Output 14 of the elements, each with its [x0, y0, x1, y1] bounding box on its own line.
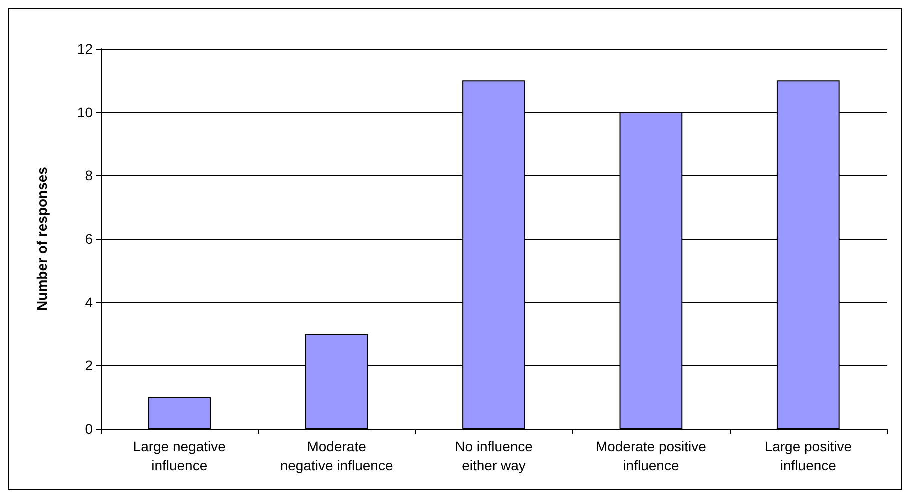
x-tick-label: Large positive influence	[764, 438, 852, 474]
y-tick-label: 0	[85, 421, 94, 437]
y-tick-label: 8	[85, 168, 94, 184]
x-tick-label: No influence either way	[455, 438, 534, 474]
x-tick-label: Moderate positive influence	[596, 438, 707, 474]
y-tick-label: 10	[77, 104, 94, 120]
bar	[148, 397, 212, 429]
x-tick-label: Large negative influence	[133, 438, 226, 474]
y-tick-label: 2	[85, 358, 94, 374]
x-tick-label: Moderate negative influence	[280, 438, 394, 474]
y-tick-label: 6	[85, 231, 94, 247]
y-axis-title: Number of responses	[34, 166, 50, 311]
y-tick-label: 4	[85, 294, 94, 310]
y-tick-label: 12	[77, 41, 94, 57]
